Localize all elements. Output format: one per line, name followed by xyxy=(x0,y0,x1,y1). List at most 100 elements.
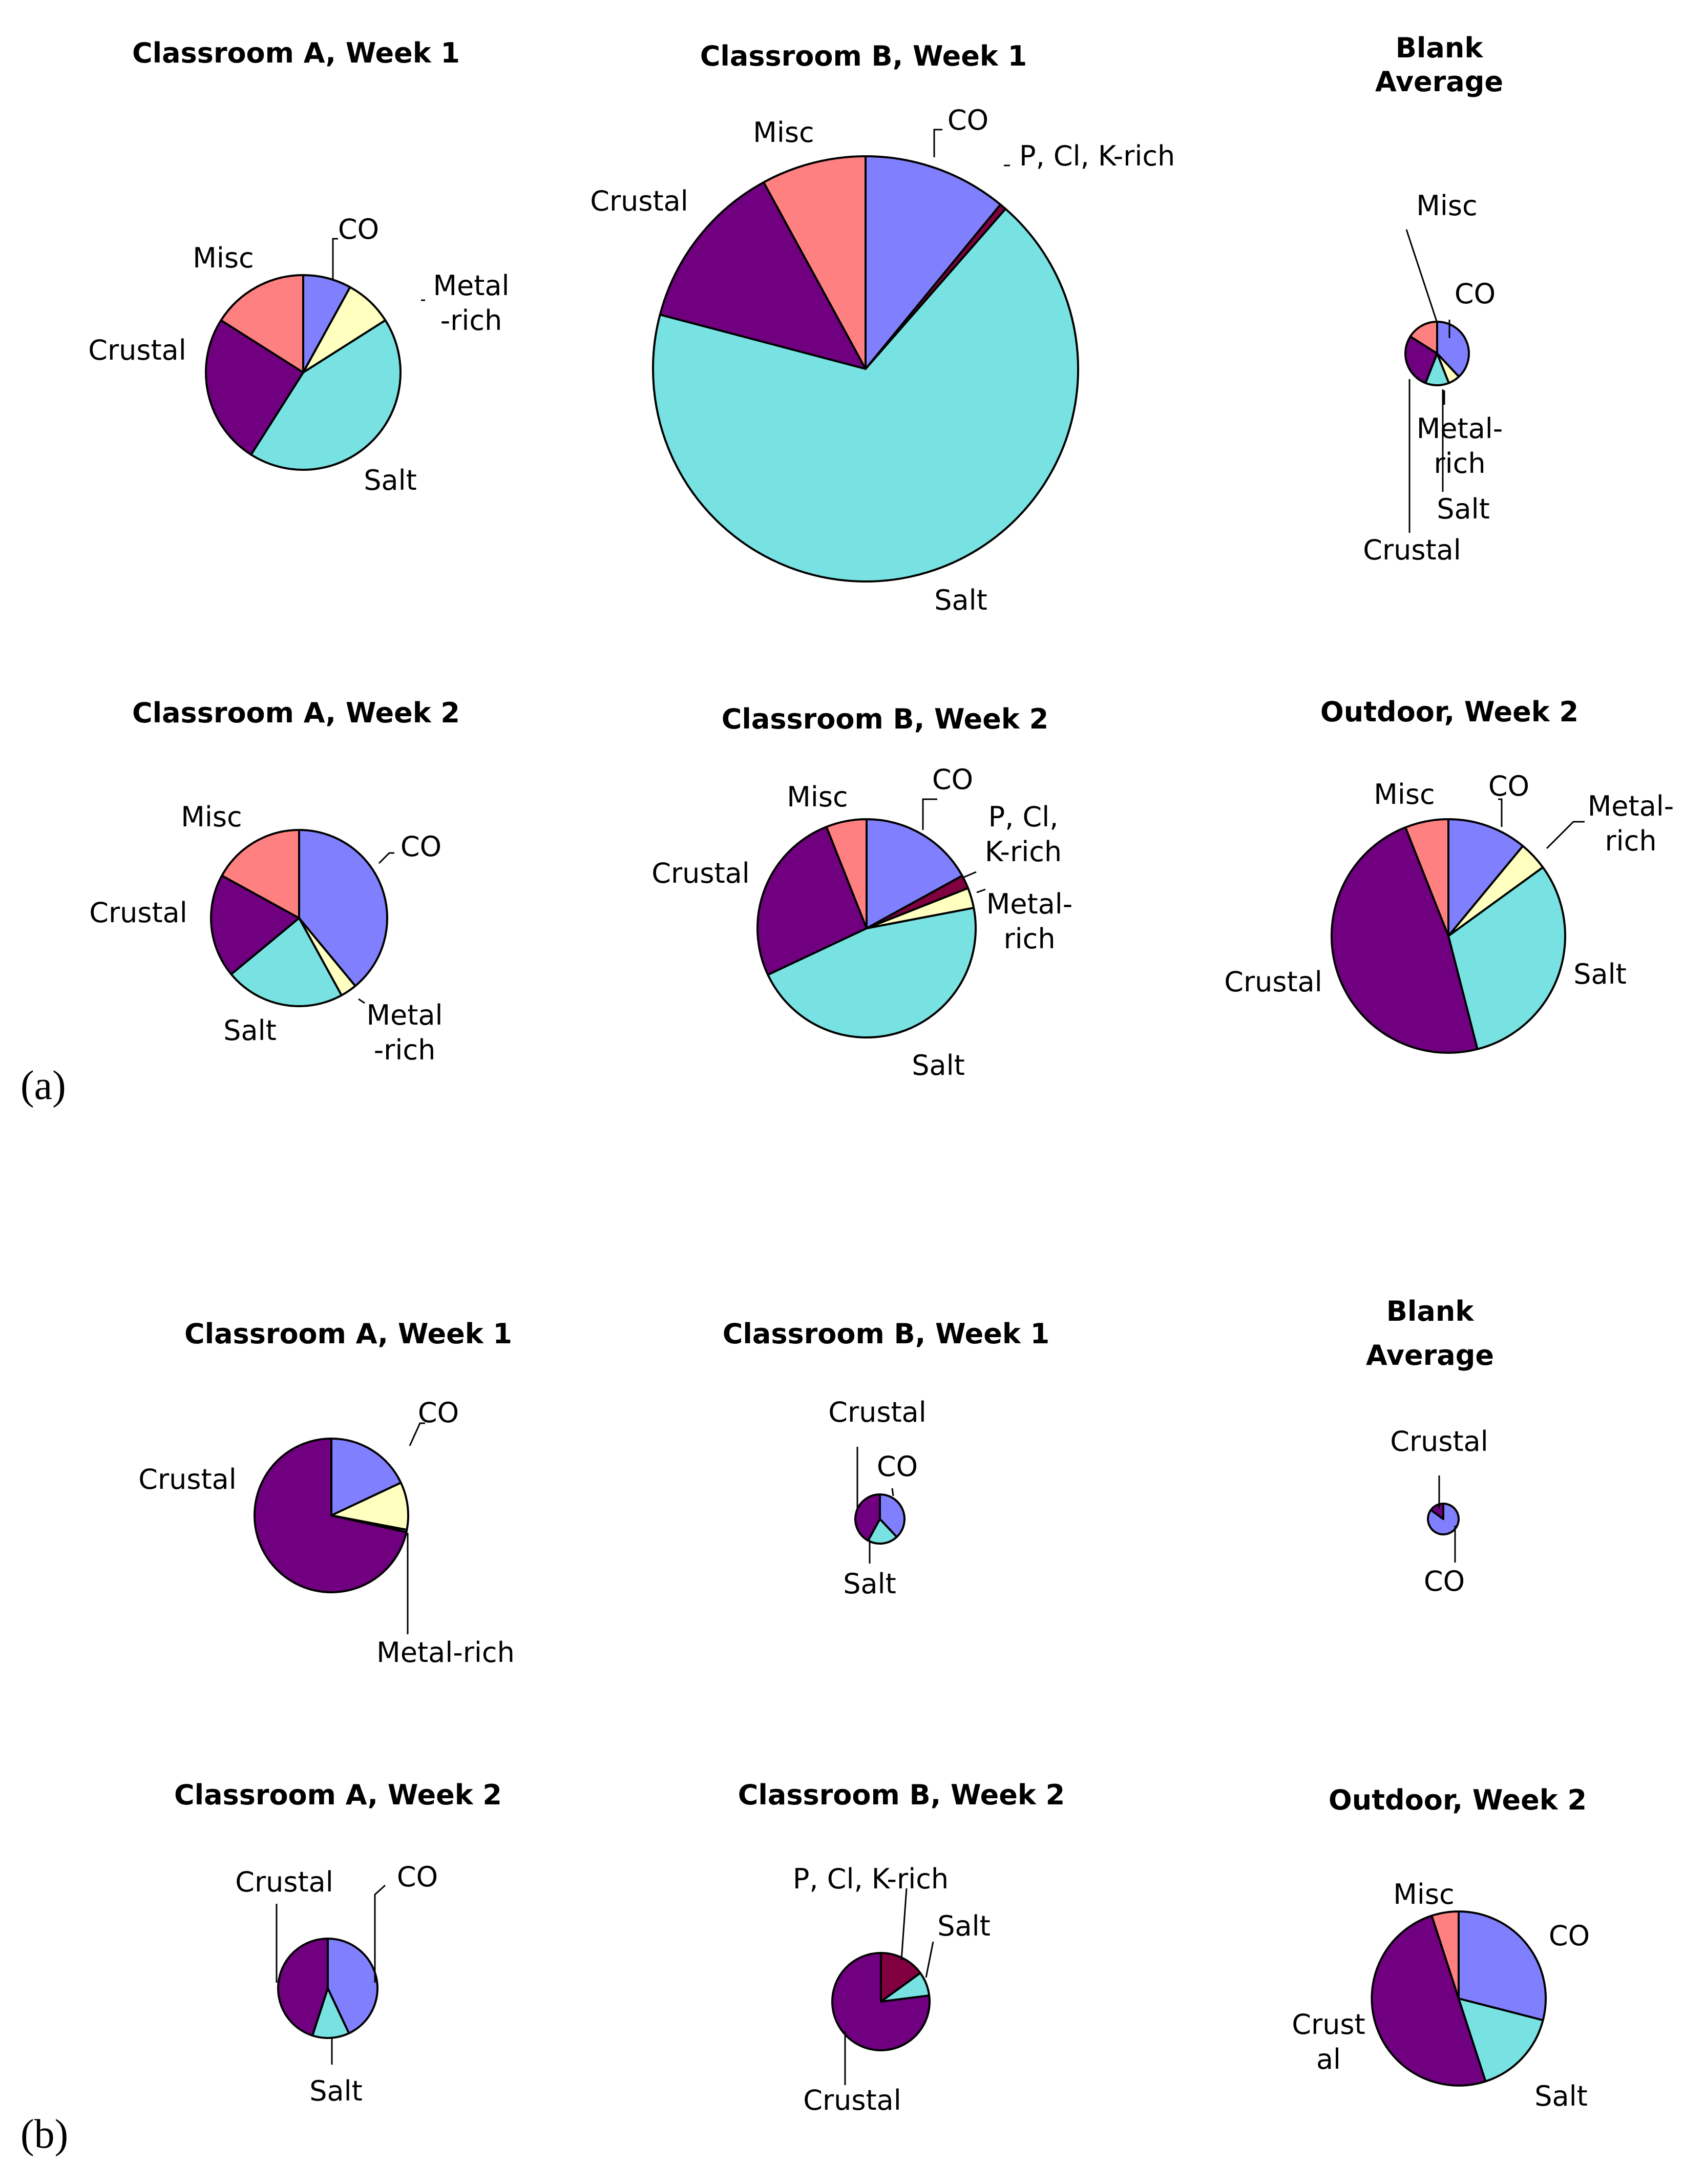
panel-label-b: (b) xyxy=(20,2112,68,2157)
slice-label-misc: Misc xyxy=(1393,1878,1454,1910)
leader-line xyxy=(409,1422,425,1446)
pie-slice-crustal xyxy=(254,1438,408,1593)
slice-label-salt: Salt xyxy=(1437,493,1490,525)
pie-chart-1: Classroom A, Week 1 CO Metal -rich Salt Crust… xyxy=(88,37,509,496)
slice-label-co: CO xyxy=(932,763,973,796)
slice-label-metal-rich: Metal-rich xyxy=(366,999,443,1066)
pie-slice-salt xyxy=(230,917,343,1007)
pie-slice-co xyxy=(866,818,963,929)
leader-line xyxy=(976,888,986,893)
pie-slice-misc xyxy=(1430,1910,1460,2000)
leader-line xyxy=(358,998,365,1004)
slice-label-p-cl-k-rich: P, Cl, K-rich xyxy=(985,801,1062,868)
pie-chart-11: Classroom B, Week 2 P, Cl, K-rich Salt Crus… xyxy=(738,1779,1065,2116)
pie-slice-crustal xyxy=(1330,826,1479,1054)
slice-label-metal-rich: Metal-rich xyxy=(1417,412,1503,480)
slice-label-salt: Salt xyxy=(1573,958,1627,990)
pie-slice-crustal xyxy=(756,825,868,976)
slice-label-misc: Misc xyxy=(753,116,814,149)
slice-label-misc: Misc xyxy=(787,781,848,813)
slice-label-p-cl-k-rich: P, Cl, K-rich xyxy=(793,1863,949,1895)
slice-label-salt: Salt xyxy=(934,584,987,616)
slice-label-co: CO xyxy=(948,104,988,136)
pie-slice-crustal xyxy=(277,1938,329,2037)
slice-label-co: CO xyxy=(877,1450,918,1483)
chart-title: Classroom B, Week 2 xyxy=(722,703,1048,735)
chart-title: Average xyxy=(1375,66,1503,98)
leader-line xyxy=(1405,229,1438,323)
leader-line xyxy=(332,238,338,280)
slice-label-crustal: Crustal xyxy=(828,1396,927,1428)
pie-slice-crustal xyxy=(1371,1915,1487,2087)
slice-label-co: CO xyxy=(1549,1920,1590,1952)
slice-label-crustal: Crustal xyxy=(138,1463,237,1495)
slice-label-co: CO xyxy=(418,1397,459,1429)
chart-title: Classroom B, Week 1 xyxy=(723,1318,1049,1350)
pie-slice-co xyxy=(1436,321,1470,378)
pie-slice-crustal xyxy=(210,875,300,975)
leader-line xyxy=(962,871,977,879)
pie-slice-crustal xyxy=(1404,335,1438,384)
pie-slice-misc xyxy=(1404,818,1449,937)
leader-line xyxy=(933,129,942,157)
slice-label-metal-rich: Metal-rich xyxy=(376,1636,515,1669)
chart-title: Classroom B, Week 1 xyxy=(700,40,1027,72)
leader-line xyxy=(891,1488,894,1496)
pie-chart-10: Classroom A, Week 2 CO Salt Crustal xyxy=(174,1779,502,2107)
slice-label-co: CO xyxy=(401,830,441,863)
pie-slice-co xyxy=(330,1438,402,1516)
pie-slice-metal-rich xyxy=(330,1482,409,1531)
slice-label-metal-rich: Metal-rich xyxy=(986,888,1073,955)
leader-line xyxy=(378,852,394,864)
slice-label-crustal: Crustal xyxy=(651,857,750,889)
charts-layer: Classroom A, Week 1 CO Metal -rich Salt Crust… xyxy=(88,32,1674,2116)
slice-label-salt: Salt xyxy=(937,1910,991,1942)
chart-title: Blank xyxy=(1396,32,1484,64)
pie-slice-co xyxy=(298,829,389,987)
chart-title: Average xyxy=(1366,1339,1494,1371)
pie-slice-crustal xyxy=(1429,1503,1444,1520)
chart-title: Outdoor, Week 2 xyxy=(1329,1784,1587,1816)
pie-chart-6: Outdoor, Week 2 CO Metal-rich Salt Crustal Mi… xyxy=(1224,696,1674,1054)
slice-label-misc: Misc xyxy=(1416,190,1477,222)
leader-line xyxy=(922,798,937,830)
slice-label-metal-rich: Metal-rich xyxy=(1588,790,1674,857)
leader-line xyxy=(925,1941,934,1978)
pie-slice-crustal xyxy=(205,319,304,456)
chart-title: Classroom A, Week 1 xyxy=(132,37,460,69)
slice-label-metal-rich: Metal-rich xyxy=(433,269,509,337)
pie-slice-salt xyxy=(767,907,977,1039)
slice-label-crustal: Crustal xyxy=(1363,534,1461,566)
pie-chart-9: Blank Average CO Crustal xyxy=(1366,1295,1494,1597)
slice-label-crustal: Crustal xyxy=(89,897,187,929)
panel-label-a: (a) xyxy=(20,1063,66,1108)
pie-slice-co xyxy=(327,1938,378,2034)
slice-label-crustal: Crustal xyxy=(803,2084,901,2116)
pie-slice-salt xyxy=(652,207,1079,583)
slice-label-co: CO xyxy=(338,213,379,245)
slice-label-salt: Salt xyxy=(223,1014,277,1047)
slice-label-misc: Misc xyxy=(193,242,254,274)
chart-title: Outdoor, Week 2 xyxy=(1320,696,1578,728)
leader-line xyxy=(1546,821,1585,849)
slice-label-misc: Misc xyxy=(1374,778,1435,810)
pie-chart-12: Outdoor, Week 2 CO Salt Crust al Misc xyxy=(1292,1784,1590,2112)
pie-slice-co xyxy=(1447,818,1524,937)
pie-slice-co xyxy=(865,155,1002,370)
slice-label-co: CO xyxy=(1455,278,1496,310)
slice-label-salt: Salt xyxy=(364,464,417,496)
slice-label-crustal: Crustal xyxy=(1224,966,1322,998)
pie-slice-p-cl-k-rich xyxy=(880,1952,921,2003)
pie-slice-misc xyxy=(221,829,300,919)
pie-chart-7: Classroom A, Week 1 CO Metal-rich Crustal xyxy=(138,1318,515,1669)
pie-slice-misc xyxy=(825,818,868,929)
chart-title: Classroom B, Week 2 xyxy=(738,1779,1065,1811)
pie-chart-2: Classroom B, Week 1 CO P, Cl, K-rich Salt Cr… xyxy=(590,40,1175,616)
pie-chart-5: Classroom B, Week 2 CO P, Cl, K-rich Metal-r… xyxy=(651,703,1072,1081)
pie-slice-crustal xyxy=(831,1952,931,2051)
pie-slice-misc xyxy=(762,155,867,370)
leader-line xyxy=(1498,798,1503,827)
